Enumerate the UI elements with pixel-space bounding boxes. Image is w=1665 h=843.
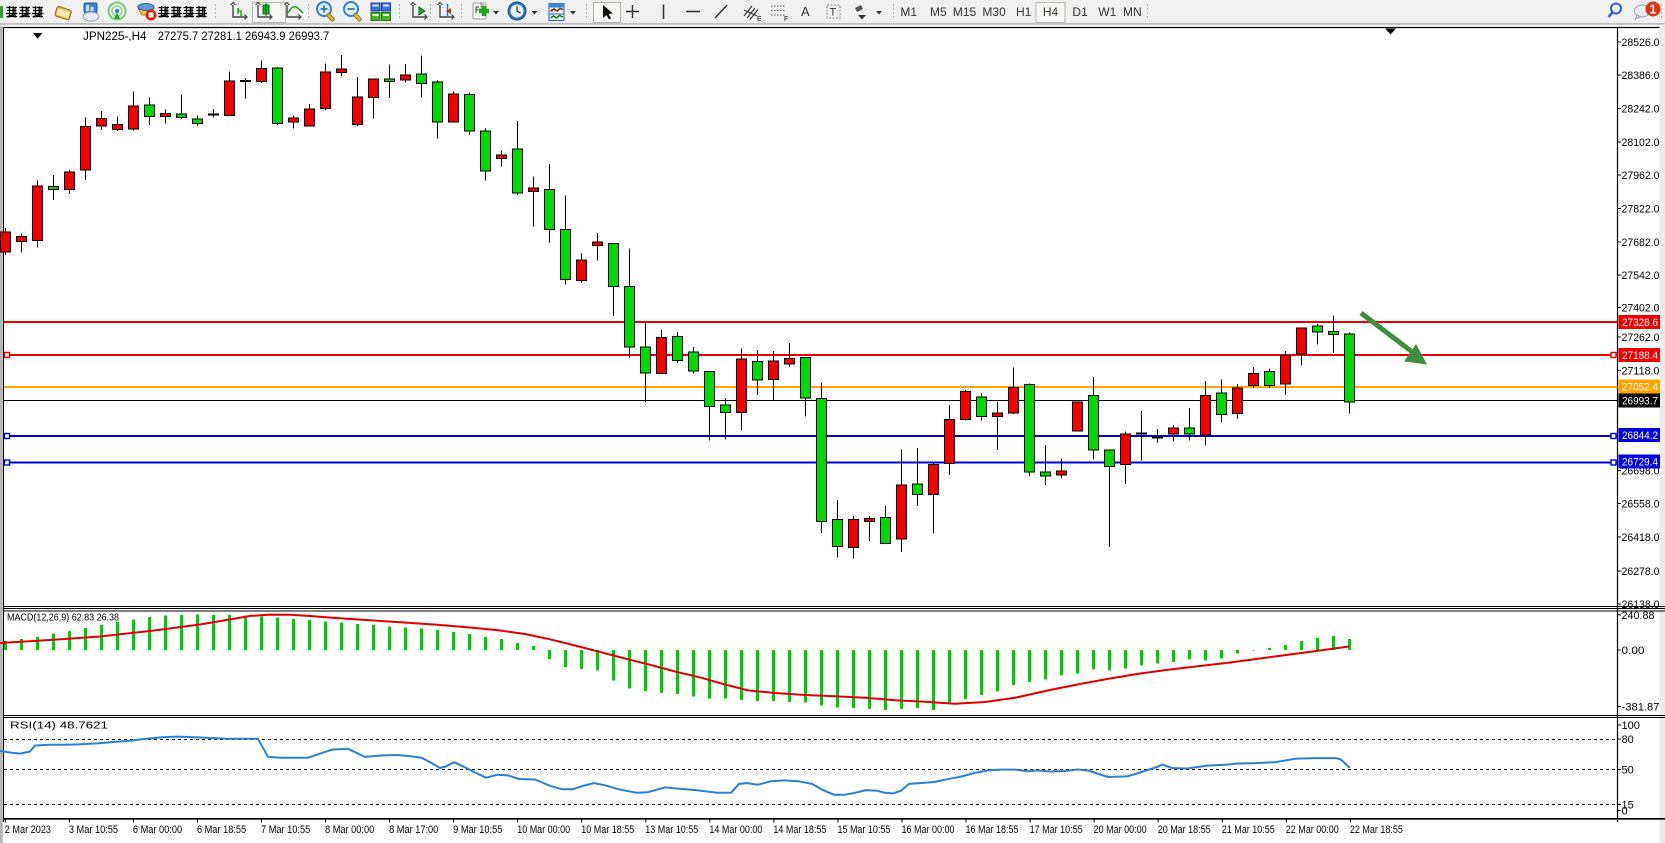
svg-text:10 Mar 18:55: 10 Mar 18:55 bbox=[581, 824, 634, 836]
svg-text:F: F bbox=[784, 16, 788, 23]
svg-text:26844.2: 26844.2 bbox=[1622, 430, 1658, 442]
svg-text:H4: H4 bbox=[1043, 5, 1059, 19]
svg-text:H1: H1 bbox=[1016, 5, 1032, 19]
svg-text:27262.0: 27262.0 bbox=[1622, 332, 1660, 344]
svg-text:M5: M5 bbox=[930, 5, 947, 19]
svg-text:28386.0: 28386.0 bbox=[1622, 70, 1660, 82]
svg-text:3 Mar 10:55: 3 Mar 10:55 bbox=[69, 824, 118, 836]
svg-text:27402.0: 27402.0 bbox=[1622, 303, 1660, 315]
svg-text:9 Mar 10:55: 9 Mar 10:55 bbox=[453, 824, 502, 836]
svg-text:27682.0: 27682.0 bbox=[1622, 237, 1660, 249]
svg-text:14 Mar 18:55: 14 Mar 18:55 bbox=[773, 824, 826, 836]
svg-text:A: A bbox=[801, 4, 810, 19]
svg-text:50: 50 bbox=[1622, 765, 1634, 777]
svg-text:2 Mar 2023: 2 Mar 2023 bbox=[5, 824, 51, 836]
svg-text:26418.0: 26418.0 bbox=[1622, 532, 1660, 544]
svg-text:240.88: 240.88 bbox=[1622, 610, 1655, 622]
svg-text:20 Mar 18:55: 20 Mar 18:55 bbox=[1158, 824, 1211, 836]
svg-text:26138.0: 26138.0 bbox=[1622, 599, 1660, 611]
svg-text:M15: M15 bbox=[953, 5, 977, 19]
svg-text:26729.4: 26729.4 bbox=[1622, 457, 1658, 469]
svg-text:27188.4: 27188.4 bbox=[1622, 350, 1658, 362]
svg-text:6 Mar 18:55: 6 Mar 18:55 bbox=[197, 824, 246, 836]
svg-text:14 Mar 00:00: 14 Mar 00:00 bbox=[709, 824, 762, 836]
svg-text:26278.0: 26278.0 bbox=[1622, 566, 1660, 578]
svg-text:27328.6: 27328.6 bbox=[1622, 317, 1658, 329]
svg-text:100: 100 bbox=[1622, 720, 1640, 732]
svg-text:17 Mar 10:55: 17 Mar 10:55 bbox=[1030, 824, 1083, 836]
svg-text:6 Mar 00:00: 6 Mar 00:00 bbox=[133, 824, 182, 836]
svg-text:15 Mar 10:55: 15 Mar 10:55 bbox=[837, 824, 890, 836]
svg-text:27052.4: 27052.4 bbox=[1622, 382, 1658, 394]
svg-text:27962.0: 27962.0 bbox=[1622, 170, 1660, 182]
svg-text:RSI(14) 48.7621: RSI(14) 48.7621 bbox=[10, 720, 108, 732]
svg-text:16 Mar 00:00: 16 Mar 00:00 bbox=[902, 824, 955, 836]
svg-text:0: 0 bbox=[1622, 806, 1628, 818]
svg-text:W1: W1 bbox=[1098, 5, 1116, 19]
svg-text:80: 80 bbox=[1622, 734, 1634, 746]
svg-text:27822.0: 27822.0 bbox=[1622, 204, 1660, 216]
svg-text:16 Mar 18:55: 16 Mar 18:55 bbox=[966, 824, 1019, 836]
svg-text:M30: M30 bbox=[982, 5, 1006, 19]
svg-text:26558.0: 26558.0 bbox=[1622, 499, 1660, 511]
svg-text:28102.0: 28102.0 bbox=[1622, 137, 1660, 149]
svg-text:JPN225-,H4: JPN225-,H4 bbox=[83, 31, 147, 43]
svg-text:MN: MN bbox=[1123, 5, 1142, 19]
svg-text:7 Mar 10:55: 7 Mar 10:55 bbox=[261, 824, 310, 836]
svg-text:28526.0: 28526.0 bbox=[1622, 37, 1660, 49]
svg-text:26993.7: 26993.7 bbox=[1622, 396, 1658, 408]
svg-text:8 Mar 17:00: 8 Mar 17:00 bbox=[389, 824, 438, 836]
svg-text:22 Mar 18:55: 22 Mar 18:55 bbox=[1350, 824, 1403, 836]
svg-text:15: 15 bbox=[1622, 800, 1634, 812]
svg-text:21 Mar 10:55: 21 Mar 10:55 bbox=[1222, 824, 1275, 836]
svg-text:MACD(12,26,9) 62.83 26.38: MACD(12,26,9) 62.83 26.38 bbox=[7, 612, 119, 624]
svg-text:27118.0: 27118.0 bbox=[1622, 366, 1660, 378]
svg-text:27275.7 27281.1 26943.9 26993.: 27275.7 27281.1 26943.9 26993.7 bbox=[158, 31, 330, 43]
svg-text:20 Mar 00:00: 20 Mar 00:00 bbox=[1094, 824, 1147, 836]
svg-text:T: T bbox=[830, 7, 837, 19]
svg-text:27542.0: 27542.0 bbox=[1622, 270, 1660, 282]
svg-text:28242.0: 28242.0 bbox=[1622, 104, 1660, 116]
svg-text:M1: M1 bbox=[900, 5, 917, 19]
svg-text:10 Mar 00:00: 10 Mar 00:00 bbox=[517, 824, 570, 836]
svg-text:D1: D1 bbox=[1072, 5, 1088, 19]
svg-text:13 Mar 10:55: 13 Mar 10:55 bbox=[645, 824, 698, 836]
svg-text:22 Mar 00:00: 22 Mar 00:00 bbox=[1286, 824, 1339, 836]
svg-text:8 Mar 00:00: 8 Mar 00:00 bbox=[325, 824, 374, 836]
svg-text:E: E bbox=[757, 16, 762, 23]
svg-text:0.00: 0.00 bbox=[1622, 645, 1645, 657]
svg-text:1: 1 bbox=[1650, 3, 1657, 17]
svg-text:-381.87: -381.87 bbox=[1622, 702, 1660, 714]
